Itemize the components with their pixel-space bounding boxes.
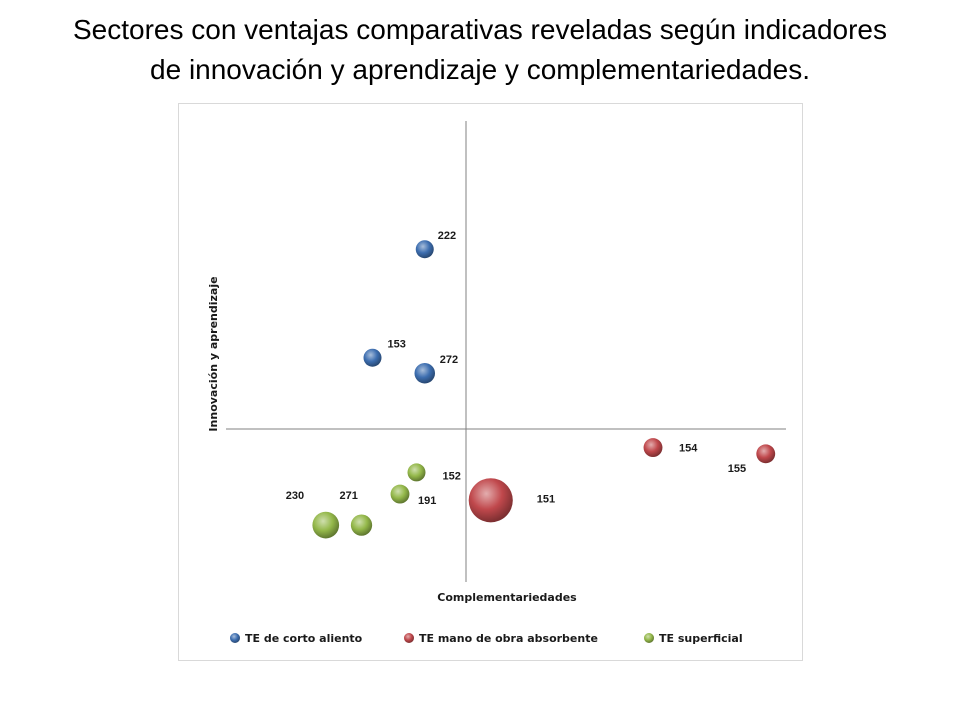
labels-layer: 222 153 272 154 155 151 152 191 230 271 (286, 230, 746, 507)
bubble-label-153: 153 (388, 339, 406, 351)
bubble-chart: 222 153 272 154 155 151 152 191 230 271 Complemen… (207, 121, 786, 645)
slide-title-line-2: de innovación y aprendizaje y complement… (150, 54, 810, 85)
legend-marker-3 (644, 633, 654, 643)
bubble-label-151: 151 (537, 493, 555, 505)
bubble-label-230: 230 (286, 490, 304, 502)
bubble-191 (390, 484, 410, 504)
bubble-271 (350, 514, 373, 536)
legend-label-1: TE de corto aliento (245, 632, 363, 645)
chart-frame: 222 153 272 154 155 151 152 191 230 271 Complemen… (178, 103, 803, 661)
slide-title-line-1: Sectores con ventajas comparativas revel… (72, 14, 887, 45)
bubble-152 (407, 463, 426, 482)
y-axis-title: Innovación y aprendizaje (207, 276, 220, 431)
bubble-153 (363, 348, 382, 367)
bubble-label-271: 271 (340, 490, 358, 502)
chart-legend: TE de corto aliento TE mano de obra absor… (230, 632, 743, 645)
legend-label-3: TE superficial (659, 632, 743, 645)
bubble-label-272: 272 (440, 354, 458, 366)
bubble-222 (415, 240, 434, 259)
bubble-label-155: 155 (728, 463, 746, 475)
bubble-label-152: 152 (443, 470, 461, 482)
bubble-label-154: 154 (679, 443, 698, 455)
bubbles-layer (312, 240, 776, 539)
bubble-154 (643, 438, 663, 458)
bubble-label-191: 191 (418, 495, 436, 507)
slide-title: Sectores con ventajas comparativas revel… (0, 10, 960, 90)
bubble-230 (312, 511, 340, 539)
legend-label-2: TE mano de obra absorbente (419, 632, 598, 645)
bubble-272 (414, 362, 436, 384)
bubble-155 (756, 444, 776, 464)
legend-marker-1 (230, 633, 240, 643)
x-axis-title: Complementariedades (437, 591, 577, 604)
bubble-151 (468, 478, 513, 523)
bubble-label-222: 222 (438, 230, 456, 242)
legend-marker-2 (404, 633, 414, 643)
